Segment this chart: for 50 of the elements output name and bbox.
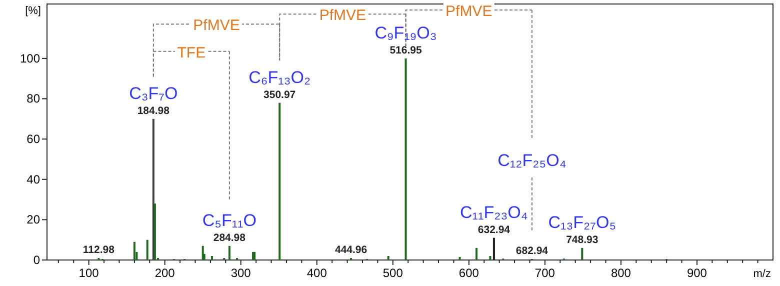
x-tick-label: 800: [610, 266, 632, 280]
annotation: 184.98: [137, 104, 170, 117]
y-tick-label: 20: [26, 212, 40, 227]
y-axis-title: [%]: [25, 5, 41, 17]
x-axis-title: m/z: [753, 268, 771, 280]
annotation: C₅F₁₁O: [202, 210, 257, 230]
annotation: C₁₂F₂₅O₄: [498, 151, 566, 170]
annotation: C₃F₇O: [129, 84, 178, 103]
annotation: C₉F₁₉O₃: [374, 23, 437, 42]
annotation: TFE: [177, 44, 206, 62]
annotation: 632.94: [478, 224, 510, 236]
bar: [581, 248, 584, 260]
y-tick-label: 100: [20, 51, 40, 66]
bar: [489, 256, 492, 260]
y-tick-label: 80: [26, 92, 40, 106]
annotation: 748.93: [566, 234, 598, 246]
x-tick-label: 900: [686, 266, 708, 280]
annotation: PfMVE: [193, 17, 240, 34]
y-tick-label: 60: [26, 132, 40, 146]
annotation: 516.95: [390, 44, 422, 56]
annotation: 350.97: [264, 88, 296, 101]
annotation: PfMVE: [446, 3, 492, 20]
x-tick-label: 300: [230, 266, 252, 280]
annotation: C₆F₁₃O₂: [248, 68, 311, 87]
bar: [133, 242, 136, 260]
annotation: C₁₁F₂₃O₄: [460, 202, 528, 222]
x-tick-label: 500: [382, 266, 404, 280]
bar: [154, 204, 156, 260]
x-tick-label: 100: [78, 266, 100, 280]
annotation: 682.94: [516, 244, 548, 257]
bar: [146, 240, 148, 260]
bar: [152, 118, 154, 260]
bar: [458, 256, 461, 260]
bar: [228, 246, 230, 260]
annotation: C₁₃F₂₇O₅: [548, 212, 616, 232]
x-tick-label: 600: [458, 266, 480, 280]
bar: [387, 256, 390, 260]
annotation: 284.98: [213, 232, 246, 244]
x-tick-label: 700: [534, 266, 556, 280]
bar: [210, 256, 213, 260]
x-tick-label: 400: [306, 266, 328, 280]
bar: [278, 102, 281, 260]
y-tick-label: 0: [33, 253, 40, 267]
y-tick-label: 40: [26, 172, 40, 186]
bar: [404, 58, 407, 260]
x-tick-label: 200: [154, 266, 176, 280]
annotation: 112.98: [82, 244, 115, 256]
annotation: PfMVE: [319, 7, 366, 24]
bar: [476, 248, 478, 260]
annotation: 444.96: [334, 244, 368, 256]
